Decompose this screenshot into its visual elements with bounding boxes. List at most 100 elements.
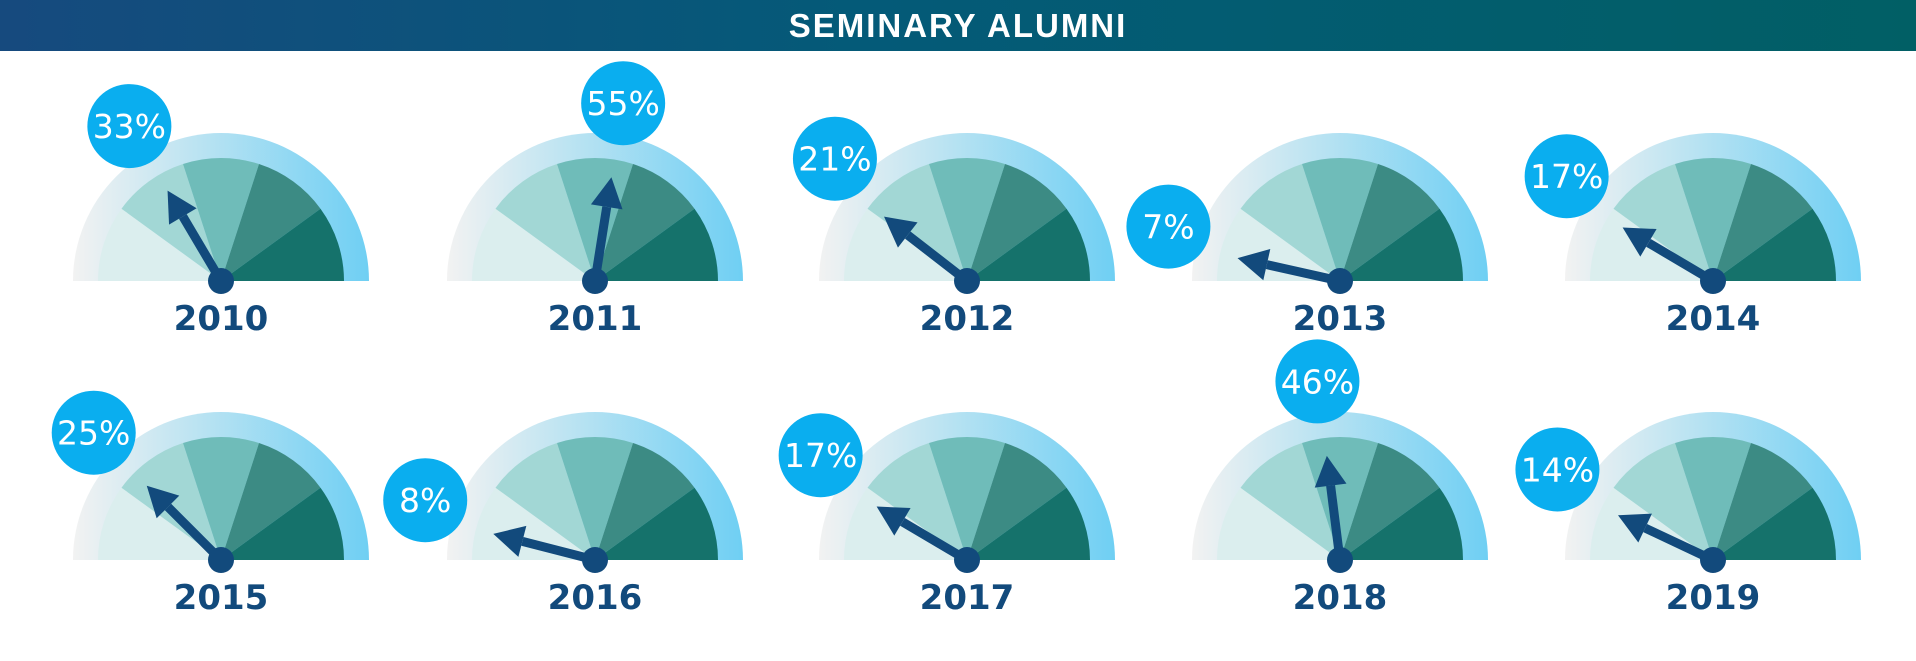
gauge-sector xyxy=(595,443,695,560)
gauge-sector xyxy=(1240,164,1340,281)
gauge-sector xyxy=(1674,436,1752,560)
value-bubble xyxy=(1275,339,1360,424)
gauge-2017: 17% 2017 xyxy=(778,412,1115,618)
value-bubble xyxy=(778,413,863,498)
value-label: 33% xyxy=(93,107,166,146)
gauge-sector xyxy=(844,208,967,281)
needle-hub xyxy=(954,547,980,573)
gauge-sector xyxy=(1340,164,1440,281)
value-label: 25% xyxy=(57,414,130,453)
gauge-sector xyxy=(1713,164,1813,281)
year-label: 2017 xyxy=(920,578,1015,618)
needle-hub xyxy=(1700,268,1726,294)
needle-arrowhead xyxy=(493,525,527,557)
gauge-sector xyxy=(595,487,718,560)
value-bubble xyxy=(51,390,136,475)
needle-hub xyxy=(582,268,608,294)
gauge-sector xyxy=(967,164,1067,281)
value-label: 7% xyxy=(1142,208,1194,247)
gauge-sector xyxy=(867,443,967,560)
year-label: 2014 xyxy=(1666,299,1761,339)
gauge-sector xyxy=(495,443,595,560)
gauge-sector xyxy=(98,487,221,560)
year-label: 2018 xyxy=(1293,578,1388,618)
year-label: 2019 xyxy=(1666,578,1761,618)
gauge-sector xyxy=(967,208,1090,281)
value-label: 46% xyxy=(1281,362,1354,401)
gauge-2019: 14% 2019 xyxy=(1515,412,1861,618)
value-label: 21% xyxy=(798,140,871,179)
year-label: 2013 xyxy=(1293,299,1388,339)
title-banner: SEMINARY ALUMNI xyxy=(0,0,1916,51)
value-label: 17% xyxy=(1530,157,1603,196)
needle-hub xyxy=(1327,268,1353,294)
value-label: 14% xyxy=(1521,450,1594,489)
gauge-sector xyxy=(221,487,344,560)
value-label: 55% xyxy=(586,84,659,123)
gauge-2014: 17% 2014 xyxy=(1524,133,1861,339)
gauge-sector xyxy=(556,437,634,560)
gauge-sector xyxy=(1301,158,1379,281)
gauge-sector xyxy=(928,437,1006,560)
gauge-sector xyxy=(221,443,321,560)
gauge-sector xyxy=(967,443,1067,560)
gauge-sector xyxy=(928,158,1006,281)
needle-arrowhead xyxy=(1617,513,1652,543)
gauge-2016: 8% 2016 xyxy=(383,412,743,618)
gauge-sector xyxy=(1340,487,1463,560)
needle-hub xyxy=(582,547,608,573)
gauge-sector xyxy=(1674,158,1752,281)
value-bubble xyxy=(87,84,172,169)
gauge-sector xyxy=(595,208,718,281)
gauge-sector xyxy=(1713,487,1836,560)
needle-arrowhead xyxy=(884,216,918,248)
needle-arrowhead xyxy=(1314,455,1347,488)
value-bubble xyxy=(792,116,877,201)
needle-arrowhead xyxy=(590,177,623,210)
gauge-sector xyxy=(595,164,695,281)
gauge-2018: 46% 2018 xyxy=(1192,339,1488,618)
needle-hub xyxy=(208,268,234,294)
gauge-sector xyxy=(472,208,595,281)
gauge-2010: 33% 2010 xyxy=(73,84,369,339)
gauge-sector xyxy=(1340,208,1463,281)
gauge-2013: 7% 2013 xyxy=(1126,133,1488,339)
value-bubble xyxy=(1524,134,1609,219)
gauge-sector xyxy=(1613,443,1713,560)
value-bubble xyxy=(1126,184,1211,269)
value-bubble xyxy=(383,458,468,543)
needle-hub xyxy=(1327,547,1353,573)
gauge-sector xyxy=(1217,487,1340,560)
year-label: 2011 xyxy=(548,299,643,339)
needle-arrowhead xyxy=(1237,249,1271,281)
gauge-2015: 25% 2015 xyxy=(51,390,369,618)
year-label: 2012 xyxy=(920,299,1015,339)
needle-hub xyxy=(954,268,980,294)
value-label: 17% xyxy=(784,436,857,475)
needle-arrowhead xyxy=(876,506,911,536)
gauge-sector xyxy=(495,164,595,281)
value-bubble xyxy=(581,61,666,146)
value-label: 8% xyxy=(399,481,451,520)
gauge-sector xyxy=(1713,443,1813,560)
gauge-sector xyxy=(182,158,260,281)
gauge-sector xyxy=(1713,208,1836,281)
gauge-sector xyxy=(221,208,344,281)
year-label: 2010 xyxy=(174,299,269,339)
needle-arrowhead xyxy=(167,190,197,225)
value-bubble xyxy=(1515,427,1600,512)
gauge-sector xyxy=(1301,436,1379,560)
year-label: 2015 xyxy=(174,578,269,618)
needle-hub xyxy=(208,547,234,573)
gauge-2011: 55% 2011 xyxy=(447,61,743,339)
gauge-sector xyxy=(221,164,321,281)
gauge-sector xyxy=(967,487,1090,560)
year-label: 2016 xyxy=(548,578,643,618)
gauge-sector xyxy=(1613,164,1713,281)
needle-hub xyxy=(1700,547,1726,573)
needle-arrowhead xyxy=(146,485,180,519)
gauge-sector xyxy=(98,208,221,281)
gauge-sector xyxy=(1340,443,1440,560)
gauge-sector xyxy=(1240,443,1340,560)
